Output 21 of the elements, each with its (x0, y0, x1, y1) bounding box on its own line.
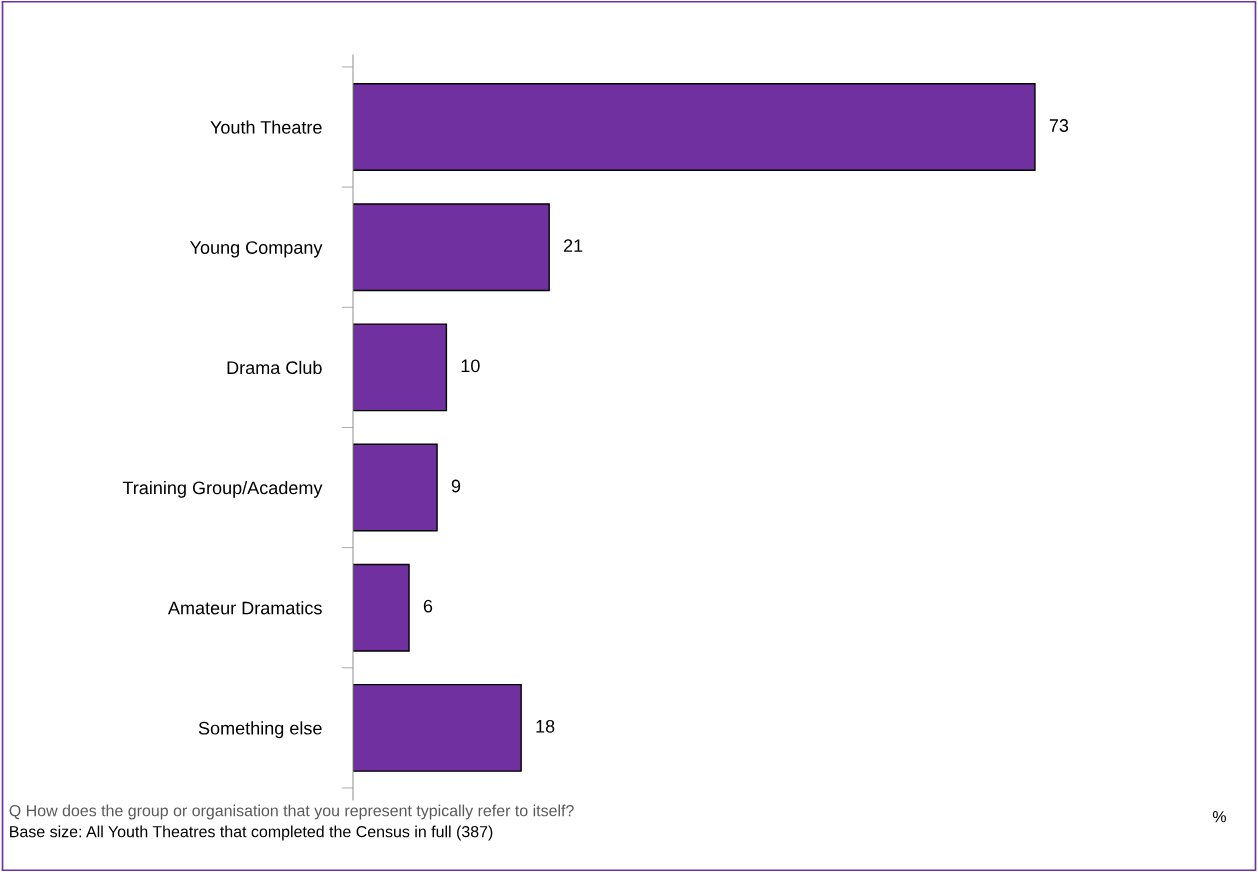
bar (352, 203, 550, 292)
bar (352, 683, 522, 772)
data-label: 6 (423, 599, 433, 613)
data-label: 9 (451, 479, 461, 493)
bar (352, 83, 1036, 171)
text: Base size: All Youth Theatres that completed the Census in full (387) (10, 825, 493, 841)
bar (352, 323, 448, 412)
data-label: 73 (1049, 119, 1069, 132)
y-tick-label: Amateur Dramatics (167, 601, 322, 615)
data-label: 10 (461, 359, 480, 373)
text: Q How does the group or organisation that you represent typically refer to itself? (9, 804, 574, 820)
y-tick-label: Training Group/Academy (122, 481, 323, 498)
text: % (1212, 811, 1226, 823)
data-label: 18 (536, 719, 555, 733)
y-tick-label: Young Company (189, 241, 323, 258)
data-label: 21 (563, 239, 583, 252)
y-tick-label: Drama Club (227, 360, 322, 375)
bar (352, 563, 410, 652)
y-tick-label: Something else (198, 721, 322, 739)
bar (352, 443, 438, 532)
y-tick-label: Youth Theatre (210, 120, 322, 134)
